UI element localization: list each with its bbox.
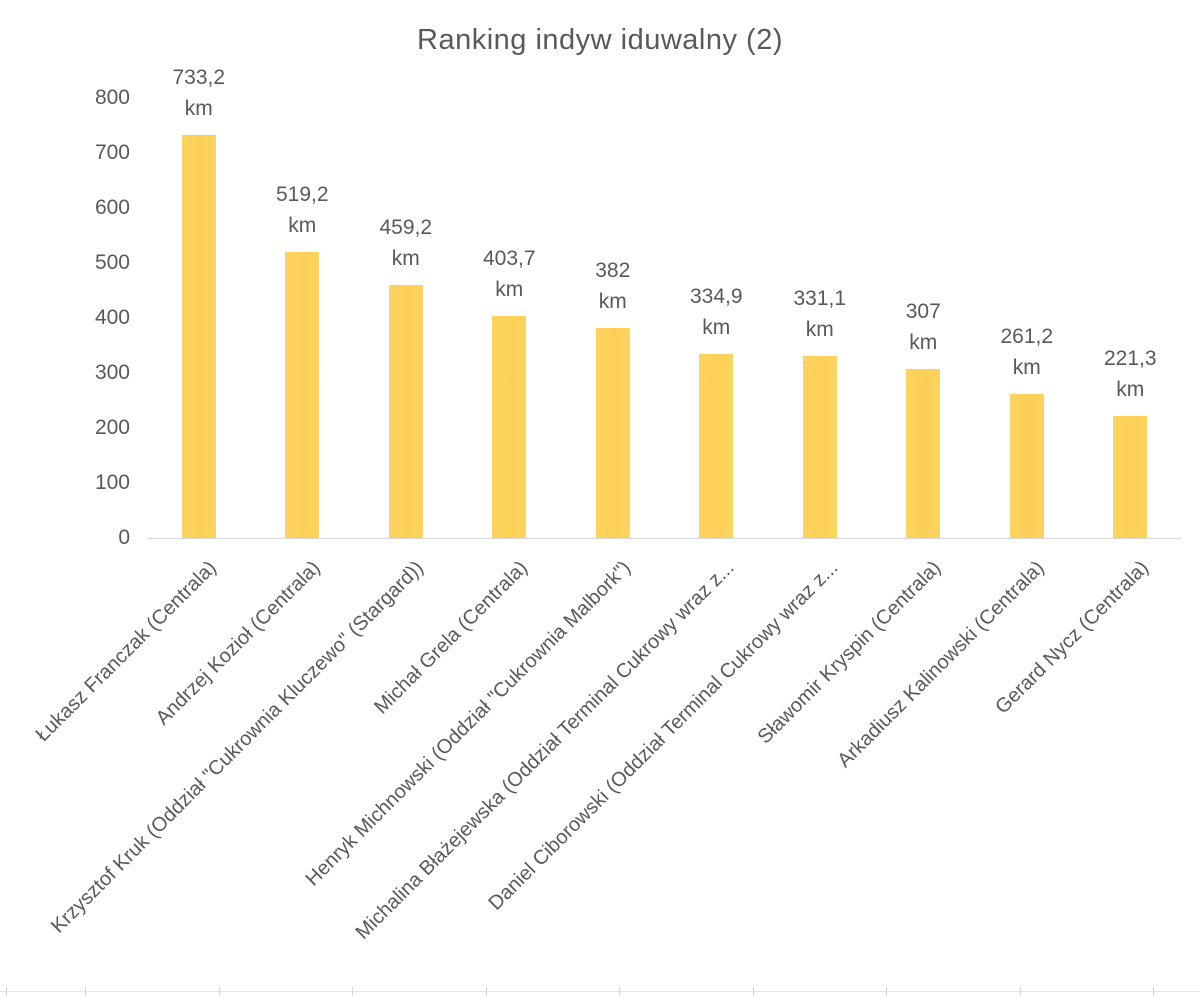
data-label-unit: km [702, 315, 731, 339]
category-label: Krzysztof Kruk (Oddział "Cukrownia Klucz… [47, 556, 429, 938]
bar [492, 315, 527, 538]
data-label: 221,3 km [1065, 343, 1195, 405]
data-label-unit: km [495, 277, 524, 301]
x-axis-line [147, 538, 1182, 539]
data-label-value: 331,1 [793, 286, 847, 310]
category-label: Arkadiusz Kalinowski (Centrala) [833, 556, 1050, 772]
data-label-value: 307 [905, 300, 941, 324]
spreadsheet-gridline [0, 991, 1200, 992]
data-label-unit: km [1116, 378, 1145, 402]
data-label: 331,1 km [755, 283, 885, 345]
data-label: 334,9 km [651, 281, 781, 343]
bar [906, 369, 941, 538]
data-label-value: 221,3 [1103, 347, 1157, 371]
bar [1009, 394, 1044, 538]
data-label: 307 km [858, 296, 988, 358]
data-label-value: 459,2 [379, 216, 433, 240]
data-label-value: 519,2 [275, 183, 329, 207]
data-label: 459,2 km [341, 212, 471, 274]
bar [595, 327, 630, 538]
spreadsheet-cell-border [1019, 987, 1021, 996]
data-label-value: 334,9 [689, 284, 743, 308]
data-label-unit: km [598, 289, 627, 313]
data-label: 382 km [548, 255, 678, 317]
spreadsheet-cell-border [886, 987, 887, 996]
y-tick-label: 700 [94, 141, 130, 164]
spreadsheet-cell-border [85, 987, 86, 996]
category-label: Sławomir Kryspin (Centrala) [753, 556, 946, 749]
data-label-unit: km [805, 317, 834, 341]
y-tick-label: 800 [94, 86, 130, 109]
data-label: 403,7 km [444, 243, 574, 305]
bar [699, 353, 734, 538]
y-tick-label: 500 [94, 251, 130, 274]
data-label-value: 261,2 [1000, 325, 1054, 349]
data-label-value: 403,7 [482, 246, 536, 270]
data-label: 261,2 km [962, 321, 1092, 383]
data-label-value: 733,2 [172, 65, 226, 89]
spreadsheet-cell-border [752, 987, 754, 996]
data-label: 733,2 km [134, 62, 264, 124]
data-label-unit: km [288, 214, 317, 238]
bar [285, 252, 320, 538]
spreadsheet-cell-border [218, 987, 220, 996]
category-label: Michalina Błażejewska (Oddział Terminal … [351, 556, 739, 944]
data-label-unit: km [1012, 356, 1041, 380]
y-tick-label: 200 [94, 416, 130, 439]
data-label-unit: km [184, 96, 213, 120]
spreadsheet-cell-border [352, 987, 353, 996]
category-label: Łukasz Franczak (Centrala) [31, 556, 222, 746]
bar [388, 285, 423, 538]
y-tick-label: 100 [94, 471, 130, 494]
category-label: Daniel Ciborowski (Oddział Terminal Cukr… [484, 556, 843, 915]
data-label: 519,2 km [237, 179, 367, 241]
y-tick-label: 600 [94, 196, 130, 219]
y-tick-label: 400 [94, 306, 130, 329]
y-tick-label: 0 [118, 526, 130, 549]
bar [1113, 416, 1148, 538]
spreadsheet-cell-border [1153, 987, 1154, 996]
spreadsheet-cell-border [485, 987, 487, 996]
data-label-unit: km [909, 331, 938, 355]
data-label-value: 382 [595, 258, 631, 282]
bar [802, 355, 837, 538]
y-tick-label: 300 [94, 361, 130, 384]
bar [181, 134, 216, 538]
chart-title: Ranking indyw iduwalny (2) [417, 24, 783, 56]
data-label-unit: km [391, 247, 420, 271]
spreadsheet-cell-border [619, 987, 620, 996]
spreadsheet-cell-border [6, 987, 7, 996]
